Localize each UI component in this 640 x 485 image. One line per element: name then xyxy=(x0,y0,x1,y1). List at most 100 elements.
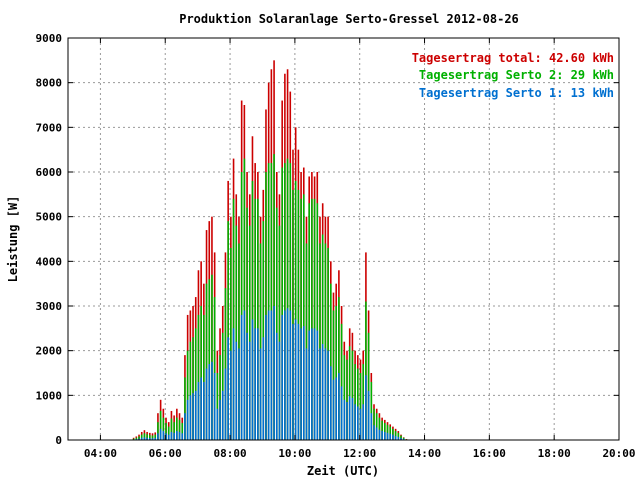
y-tick-label: 9000 xyxy=(36,32,63,45)
y-tick-label: 7000 xyxy=(36,121,63,134)
bar-serto1 xyxy=(254,328,256,440)
bar-serto1 xyxy=(295,319,297,440)
bar-serto1 xyxy=(335,377,337,440)
bar-serto1 xyxy=(225,369,227,440)
bar-serto1 xyxy=(246,333,248,440)
bar-serto1 xyxy=(338,373,340,440)
legend-entry-total: Tagesertrag total: 42.60 kWh xyxy=(412,51,614,65)
bar-serto1 xyxy=(268,310,270,440)
bar-serto1 xyxy=(349,396,351,440)
bar-serto1 xyxy=(214,373,216,440)
bar-serto1 xyxy=(357,407,359,441)
bar-serto1 xyxy=(306,348,308,440)
bar-serto1 xyxy=(190,395,192,440)
x-tick-label: 06:00 xyxy=(149,447,182,460)
bar-serto1 xyxy=(384,432,386,440)
bar-serto1 xyxy=(217,409,219,440)
bar-serto1 xyxy=(176,431,178,440)
bar-serto1 xyxy=(187,400,189,440)
bar-serto1 xyxy=(298,324,300,440)
bar-serto1 xyxy=(257,328,259,440)
bar-serto1 xyxy=(346,402,348,440)
bar-serto1 xyxy=(381,431,383,440)
bar-serto1 xyxy=(368,391,370,440)
legend-entry-serto1: Tagesertrag Serto 1: 13 kWh xyxy=(419,86,614,100)
bar-serto1 xyxy=(376,427,378,440)
bar-serto1 xyxy=(300,328,302,440)
y-tick-label: 5000 xyxy=(36,211,63,224)
bar-serto1 xyxy=(344,400,346,440)
bar-serto1 xyxy=(276,333,278,440)
y-tick-label: 6000 xyxy=(36,166,63,179)
bar-serto1 xyxy=(389,434,391,440)
bar-serto1 xyxy=(387,433,389,440)
legend-entry-serto2: Tagesertrag Serto 2: 29 kWh xyxy=(419,68,614,82)
bar-serto1 xyxy=(341,386,343,440)
bar-serto1 xyxy=(379,430,381,440)
x-tick-label: 10:00 xyxy=(278,447,311,460)
x-tick-label: 14:00 xyxy=(408,447,441,460)
bar-serto1 xyxy=(325,348,327,440)
bar-serto1 xyxy=(316,331,318,440)
bar-serto1 xyxy=(395,436,397,440)
chart-title: Produktion Solaranlage Serto-Gressel 201… xyxy=(179,12,519,26)
bar-serto1 xyxy=(311,328,313,440)
bar-serto1 xyxy=(219,400,221,440)
bar-serto1 xyxy=(227,337,229,440)
bar-serto1 xyxy=(184,413,186,440)
legend: Tagesertrag total: 42.60 kWh Tagesertrag… xyxy=(412,51,614,100)
bar-serto1 xyxy=(206,369,208,440)
bar-serto1 xyxy=(327,351,329,440)
y-tick-label: 0 xyxy=(55,434,62,447)
x-tick-label: 16:00 xyxy=(473,447,506,460)
bar-serto1 xyxy=(198,382,200,440)
x-tick-label: 08:00 xyxy=(213,447,246,460)
bar-serto1 xyxy=(271,310,273,440)
y-tick-label: 3000 xyxy=(36,300,63,313)
bar-serto1 xyxy=(319,348,321,440)
bar-serto1 xyxy=(354,404,356,440)
bar-serto1 xyxy=(211,362,213,440)
bar-serto1 xyxy=(322,344,324,440)
bar-serto1 xyxy=(233,328,235,440)
bar-serto1 xyxy=(179,432,181,440)
bar-serto1 xyxy=(281,315,283,440)
x-tick-label: 20:00 xyxy=(602,447,635,460)
x-tick-label: 18:00 xyxy=(538,447,571,460)
bar-serto1 xyxy=(262,337,264,440)
bar-serto1 xyxy=(222,391,224,440)
bar-serto1 xyxy=(200,377,202,440)
y-tick-label: 8000 xyxy=(36,77,63,90)
bar-serto1 xyxy=(171,432,173,440)
bar-serto1 xyxy=(160,429,162,440)
bar-serto1 xyxy=(279,342,281,440)
bar-serto1 xyxy=(392,435,394,440)
bar-serto1 xyxy=(292,324,294,440)
bar-serto1 xyxy=(192,393,194,440)
bar-serto1 xyxy=(208,364,210,440)
bar-serto1 xyxy=(235,342,237,440)
bar-serto1 xyxy=(230,351,232,440)
y-tick-label: 4000 xyxy=(36,255,63,268)
bar-serto1 xyxy=(260,348,262,440)
bar-serto1 xyxy=(249,342,251,440)
bar-serto1 xyxy=(252,319,254,440)
bar-serto1 xyxy=(241,315,243,440)
bar-serto1 xyxy=(289,310,291,440)
bar-serto1 xyxy=(373,425,375,440)
bar-serto1 xyxy=(273,306,275,440)
bar-serto1 xyxy=(352,398,354,440)
bar-serto1 xyxy=(163,431,165,440)
bar-serto1 xyxy=(284,310,286,440)
bar-serto1 xyxy=(333,380,335,440)
bar-serto1 xyxy=(265,315,267,440)
bar-serto1 xyxy=(362,404,364,440)
bar-serto1 xyxy=(365,375,367,440)
x-tick-label: 12:00 xyxy=(343,447,376,460)
bar-serto1 xyxy=(181,433,183,440)
bar-serto1 xyxy=(330,366,332,440)
bar-serto1 xyxy=(287,308,289,440)
bar-serto1 xyxy=(303,326,305,440)
bar-serto1 xyxy=(173,433,175,440)
